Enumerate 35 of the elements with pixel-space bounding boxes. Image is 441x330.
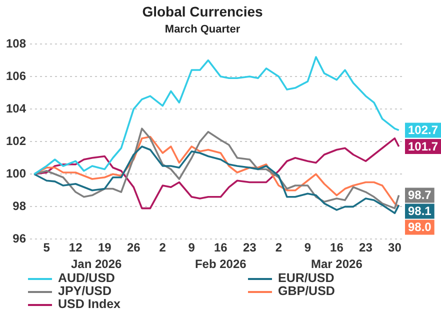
y-tick-label: 98: [12, 198, 26, 213]
x-tick-label: 2: [275, 240, 282, 255]
data-label: 98.7: [408, 188, 432, 202]
legend-label: GBP/USD: [278, 284, 335, 298]
x-tick-label: 9: [304, 240, 312, 255]
chart-title: Global Currencies: [142, 3, 264, 20]
x-tick-label: 26: [126, 240, 141, 255]
data-label: 101.7: [408, 139, 438, 154]
y-tick-label: 108: [6, 36, 26, 50]
data-label: 98.1: [408, 204, 432, 218]
data-label: 102.7: [408, 123, 438, 138]
y-tick-label: 106: [6, 68, 26, 83]
legend-label: EUR/USD: [278, 271, 334, 285]
x-tick-label: 30: [388, 240, 402, 255]
y-tick-label: 100: [6, 166, 26, 180]
x-tick-label: 16: [214, 240, 228, 255]
chart-subtitle: March Quarter: [164, 23, 241, 36]
x-tick-label: 9: [188, 240, 196, 255]
legend-label: JPY/USD: [58, 284, 112, 298]
x-tick-label: 19: [98, 240, 112, 255]
y-tick-label: 102: [6, 134, 26, 148]
y-tick-label: 104: [6, 101, 26, 116]
legend-label: USD Index: [58, 297, 121, 311]
x-tick-label: 5: [43, 240, 50, 255]
x2-tick-label: Jan 2026: [70, 257, 122, 272]
x-tick-label: 16: [330, 240, 344, 255]
x-tick-label: 23: [359, 240, 373, 255]
x-tick-label: 2: [159, 240, 166, 255]
legend-label: AUD/USD: [58, 271, 115, 285]
x-tick-label: 23: [242, 240, 257, 255]
x-tick-label: 12: [68, 240, 83, 255]
y-tick-label: 96: [12, 232, 26, 246]
x2-tick-label: Mar 2026: [311, 257, 363, 272]
x2-tick-label: Feb 2026: [194, 257, 247, 272]
data-label: 98.0: [408, 220, 432, 234]
